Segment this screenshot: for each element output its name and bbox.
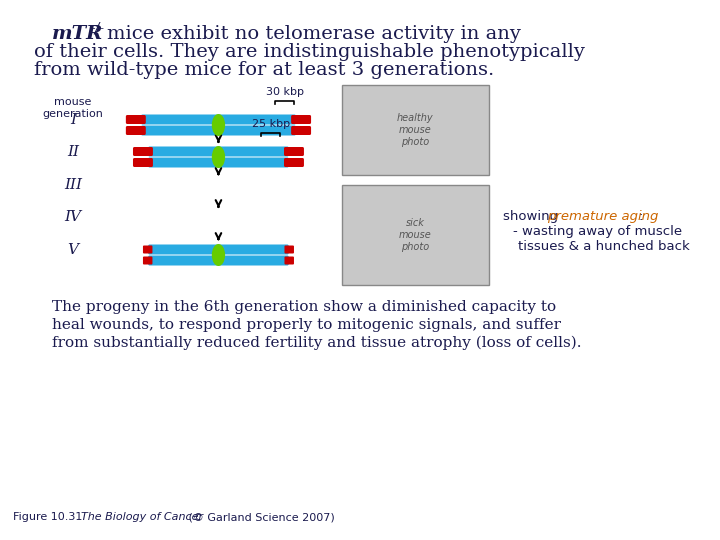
FancyBboxPatch shape [291, 115, 311, 124]
Ellipse shape [212, 146, 225, 168]
Text: 25 kbp: 25 kbp [251, 119, 289, 129]
Text: -/-: -/- [90, 22, 104, 36]
FancyBboxPatch shape [148, 158, 289, 167]
FancyBboxPatch shape [126, 115, 145, 124]
FancyBboxPatch shape [143, 256, 153, 265]
FancyBboxPatch shape [148, 146, 289, 157]
FancyBboxPatch shape [291, 126, 311, 135]
FancyBboxPatch shape [284, 147, 304, 156]
Text: mTR: mTR [53, 25, 104, 43]
Text: of their cells. They are indistinguishable phenotypically: of their cells. They are indistinguishab… [34, 43, 585, 61]
Text: mouse
generation: mouse generation [42, 97, 104, 119]
Text: The Biology of Cancer: The Biology of Cancer [81, 512, 203, 522]
Text: mice exhibit no telomerase activity in any: mice exhibit no telomerase activity in a… [107, 25, 521, 43]
FancyBboxPatch shape [342, 85, 489, 175]
Text: V: V [68, 243, 78, 257]
Text: sick
mouse
photo: sick mouse photo [399, 218, 431, 252]
Text: I: I [70, 113, 76, 127]
FancyBboxPatch shape [148, 245, 289, 254]
Text: healthy
mouse
photo: healthy mouse photo [397, 113, 433, 146]
FancyBboxPatch shape [126, 126, 145, 135]
FancyBboxPatch shape [141, 125, 296, 136]
Text: from substantially reduced fertility and tissue atrophy (loss of cells).: from substantially reduced fertility and… [53, 336, 582, 350]
FancyBboxPatch shape [143, 246, 153, 253]
FancyBboxPatch shape [141, 114, 296, 125]
Text: from wild-type mice for at least 3 generations.: from wild-type mice for at least 3 gener… [34, 61, 495, 79]
Text: heal wounds, to respond properly to mitogenic signals, and suffer: heal wounds, to respond properly to mito… [53, 318, 562, 332]
Text: tissues & a hunched back: tissues & a hunched back [518, 240, 690, 253]
FancyBboxPatch shape [284, 158, 304, 167]
FancyBboxPatch shape [342, 185, 489, 285]
FancyBboxPatch shape [284, 256, 294, 265]
Text: showing: showing [503, 210, 563, 223]
FancyBboxPatch shape [133, 158, 153, 167]
FancyBboxPatch shape [133, 147, 153, 156]
Text: II: II [67, 145, 79, 159]
Text: 30 kbp: 30 kbp [266, 87, 304, 97]
Text: :: : [639, 210, 643, 223]
FancyBboxPatch shape [148, 255, 289, 266]
Text: Figure 10.31: Figure 10.31 [13, 512, 90, 522]
Text: (© Garland Science 2007): (© Garland Science 2007) [185, 512, 335, 522]
Text: IV: IV [65, 210, 81, 224]
Text: III: III [64, 178, 82, 192]
FancyBboxPatch shape [284, 246, 294, 253]
Text: premature aging: premature aging [547, 210, 659, 223]
Ellipse shape [212, 244, 225, 266]
Text: The progeny in the 6th generation show a diminished capacity to: The progeny in the 6th generation show a… [53, 300, 557, 314]
Ellipse shape [212, 114, 225, 136]
Text: - wasting away of muscle: - wasting away of muscle [513, 225, 682, 238]
